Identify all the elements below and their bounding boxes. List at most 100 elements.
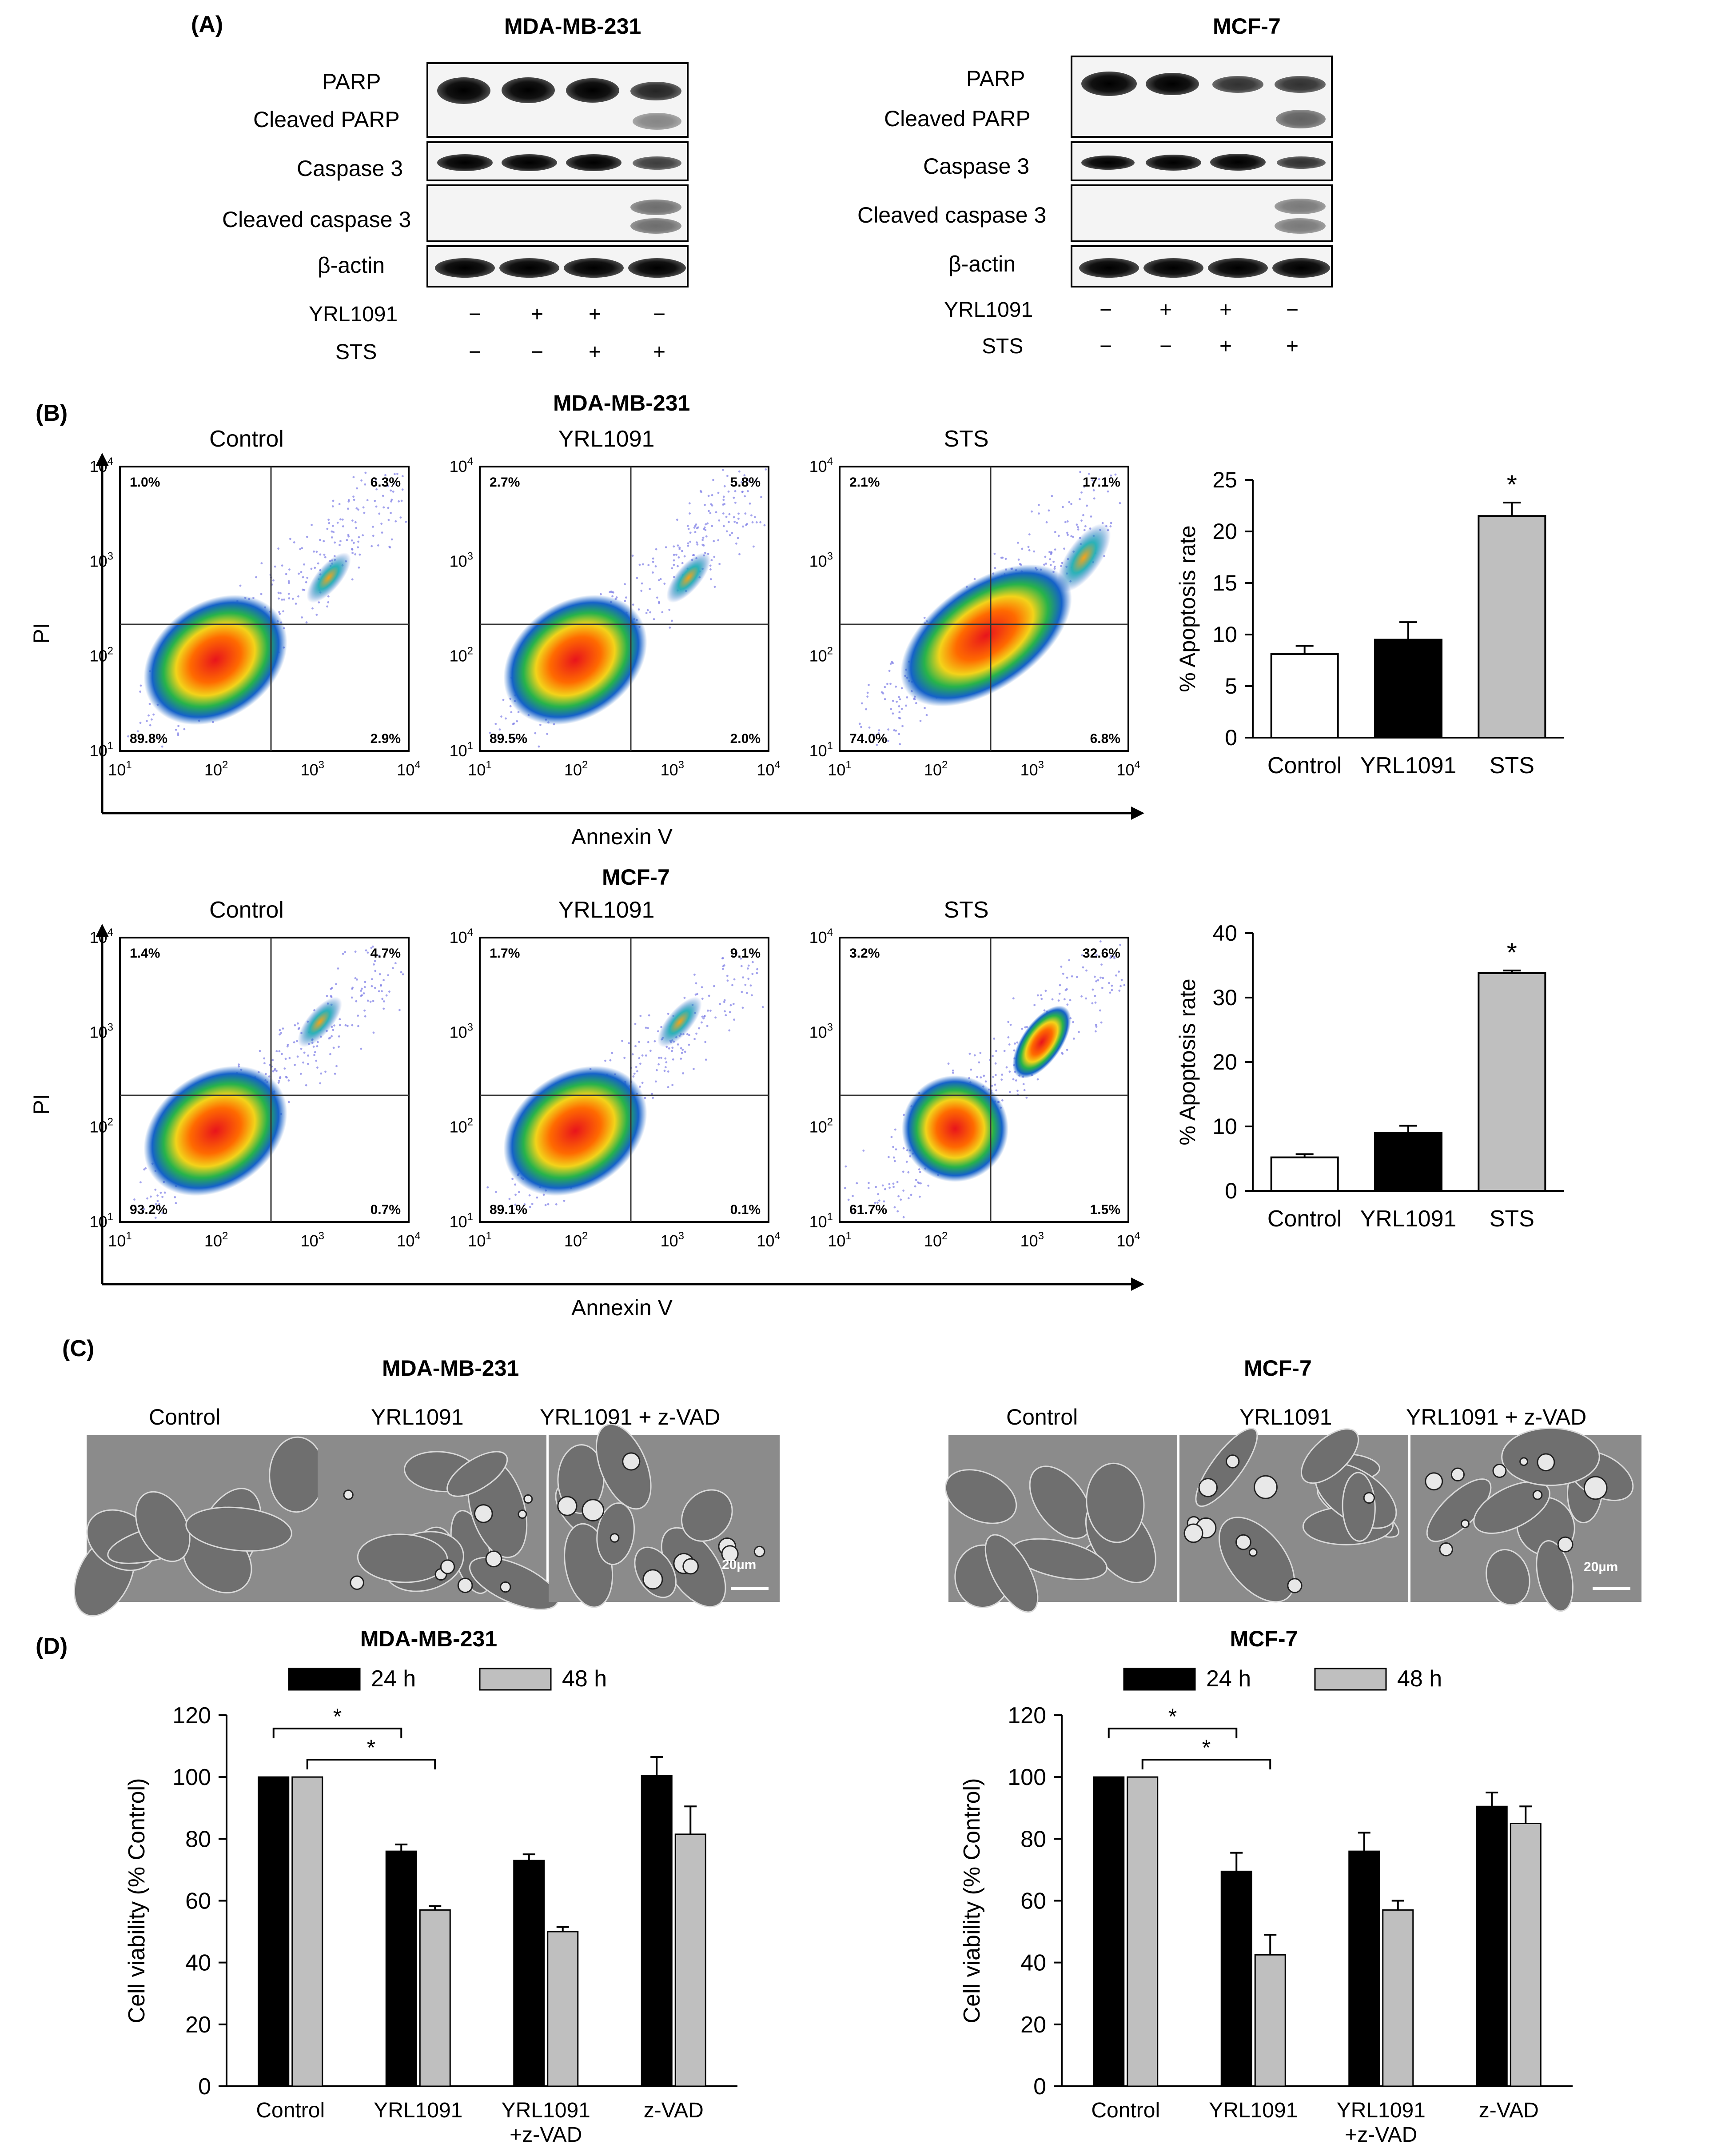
event-dot <box>305 581 307 583</box>
event-dot <box>381 531 383 534</box>
x-tick-label: 101 <box>108 1230 131 1250</box>
event-dot <box>327 601 330 603</box>
event-dot <box>285 573 287 575</box>
event-dot <box>509 705 512 707</box>
event-dot <box>741 1006 744 1009</box>
event-dot <box>378 954 380 957</box>
y-tick-label: 40 <box>185 1950 211 1976</box>
event-dot <box>755 479 757 482</box>
event-dot <box>384 474 386 476</box>
event-dot <box>649 588 651 590</box>
event-dot <box>1049 564 1052 566</box>
event-dot <box>326 605 328 608</box>
event-dot <box>306 576 309 579</box>
event-dot <box>875 1186 877 1188</box>
event-dot <box>563 1199 566 1202</box>
quadrant-ll: 89.5% <box>490 731 527 746</box>
event-dot <box>756 972 758 974</box>
event-dot <box>332 531 335 534</box>
event-dot <box>722 965 725 967</box>
density-cloud-upper <box>657 997 702 1047</box>
event-dot <box>319 553 322 556</box>
event-dot <box>866 691 869 694</box>
event-dot <box>405 520 407 523</box>
event-dot <box>714 1016 717 1019</box>
event-dot <box>302 576 304 579</box>
event-dot <box>354 521 357 523</box>
x-tick-label: 101 <box>108 759 131 779</box>
event-dot <box>686 1033 689 1035</box>
sign: + <box>1219 298 1232 322</box>
event-dot <box>352 476 355 479</box>
event-dot <box>694 525 697 527</box>
event-dot <box>611 591 614 594</box>
event-dot <box>609 1059 612 1062</box>
event-dot <box>640 590 643 592</box>
event-dot <box>1076 523 1078 526</box>
event-dot <box>498 728 501 731</box>
event-dot <box>362 506 365 509</box>
event-dot <box>701 1015 704 1018</box>
event-dot <box>653 1040 656 1042</box>
event-dot <box>648 1014 650 1017</box>
event-dot <box>1019 563 1021 565</box>
event-dot <box>1084 525 1087 527</box>
event-dot <box>711 525 713 527</box>
vacuole <box>523 1494 533 1504</box>
event-dot <box>1022 1083 1025 1086</box>
event-dot <box>1021 547 1024 550</box>
event-dot <box>657 1030 659 1033</box>
event-dot <box>298 1027 301 1029</box>
event-dot <box>919 719 922 722</box>
x-tick-label: 101 <box>468 759 491 779</box>
event-dot <box>339 518 342 521</box>
legend-label: 48 h <box>1397 1666 1442 1692</box>
event-dot <box>696 993 698 995</box>
event-dot <box>382 495 384 497</box>
event-dot <box>316 1066 319 1069</box>
event-dot <box>751 521 754 523</box>
event-dot <box>733 520 736 523</box>
event-dot <box>263 1062 266 1065</box>
event-dot <box>647 1027 649 1030</box>
event-dot <box>331 505 334 507</box>
event-dot <box>360 990 363 992</box>
event-dot <box>899 698 901 701</box>
event-dot <box>665 546 667 549</box>
vacuole <box>753 1545 765 1557</box>
event-dot <box>624 583 626 586</box>
event-dot <box>382 1007 385 1010</box>
y-tick-label: 60 <box>1020 1888 1046 1914</box>
event-dot <box>327 595 330 598</box>
event-dot <box>390 500 392 503</box>
event-dot <box>636 577 638 579</box>
event-dot <box>673 563 675 566</box>
event-dot <box>865 708 867 711</box>
event-dot <box>1095 980 1098 982</box>
event-dot <box>333 1024 335 1027</box>
event-dot <box>677 556 680 559</box>
event-dot <box>378 512 381 515</box>
sign: + <box>589 303 602 326</box>
event-dot <box>639 1014 642 1017</box>
event-dot <box>143 1208 145 1210</box>
event-dot <box>651 1093 653 1095</box>
event-dot <box>740 957 742 960</box>
event-dot <box>281 599 283 601</box>
event-dot <box>316 1041 319 1043</box>
event-dot <box>300 1047 303 1050</box>
event-dot <box>745 524 748 527</box>
event-dot <box>731 532 733 534</box>
event-dot <box>695 1032 698 1035</box>
event-dot <box>371 945 374 948</box>
event-dot <box>307 1054 309 1057</box>
event-dot <box>763 524 766 527</box>
plot-title: Control <box>209 426 284 452</box>
bar <box>674 1833 706 2087</box>
protein-label: PARP <box>966 66 1025 91</box>
vacuole <box>682 1558 699 1575</box>
event-dot <box>387 507 390 509</box>
event-dot <box>723 1001 725 1003</box>
event-dot <box>715 511 717 514</box>
